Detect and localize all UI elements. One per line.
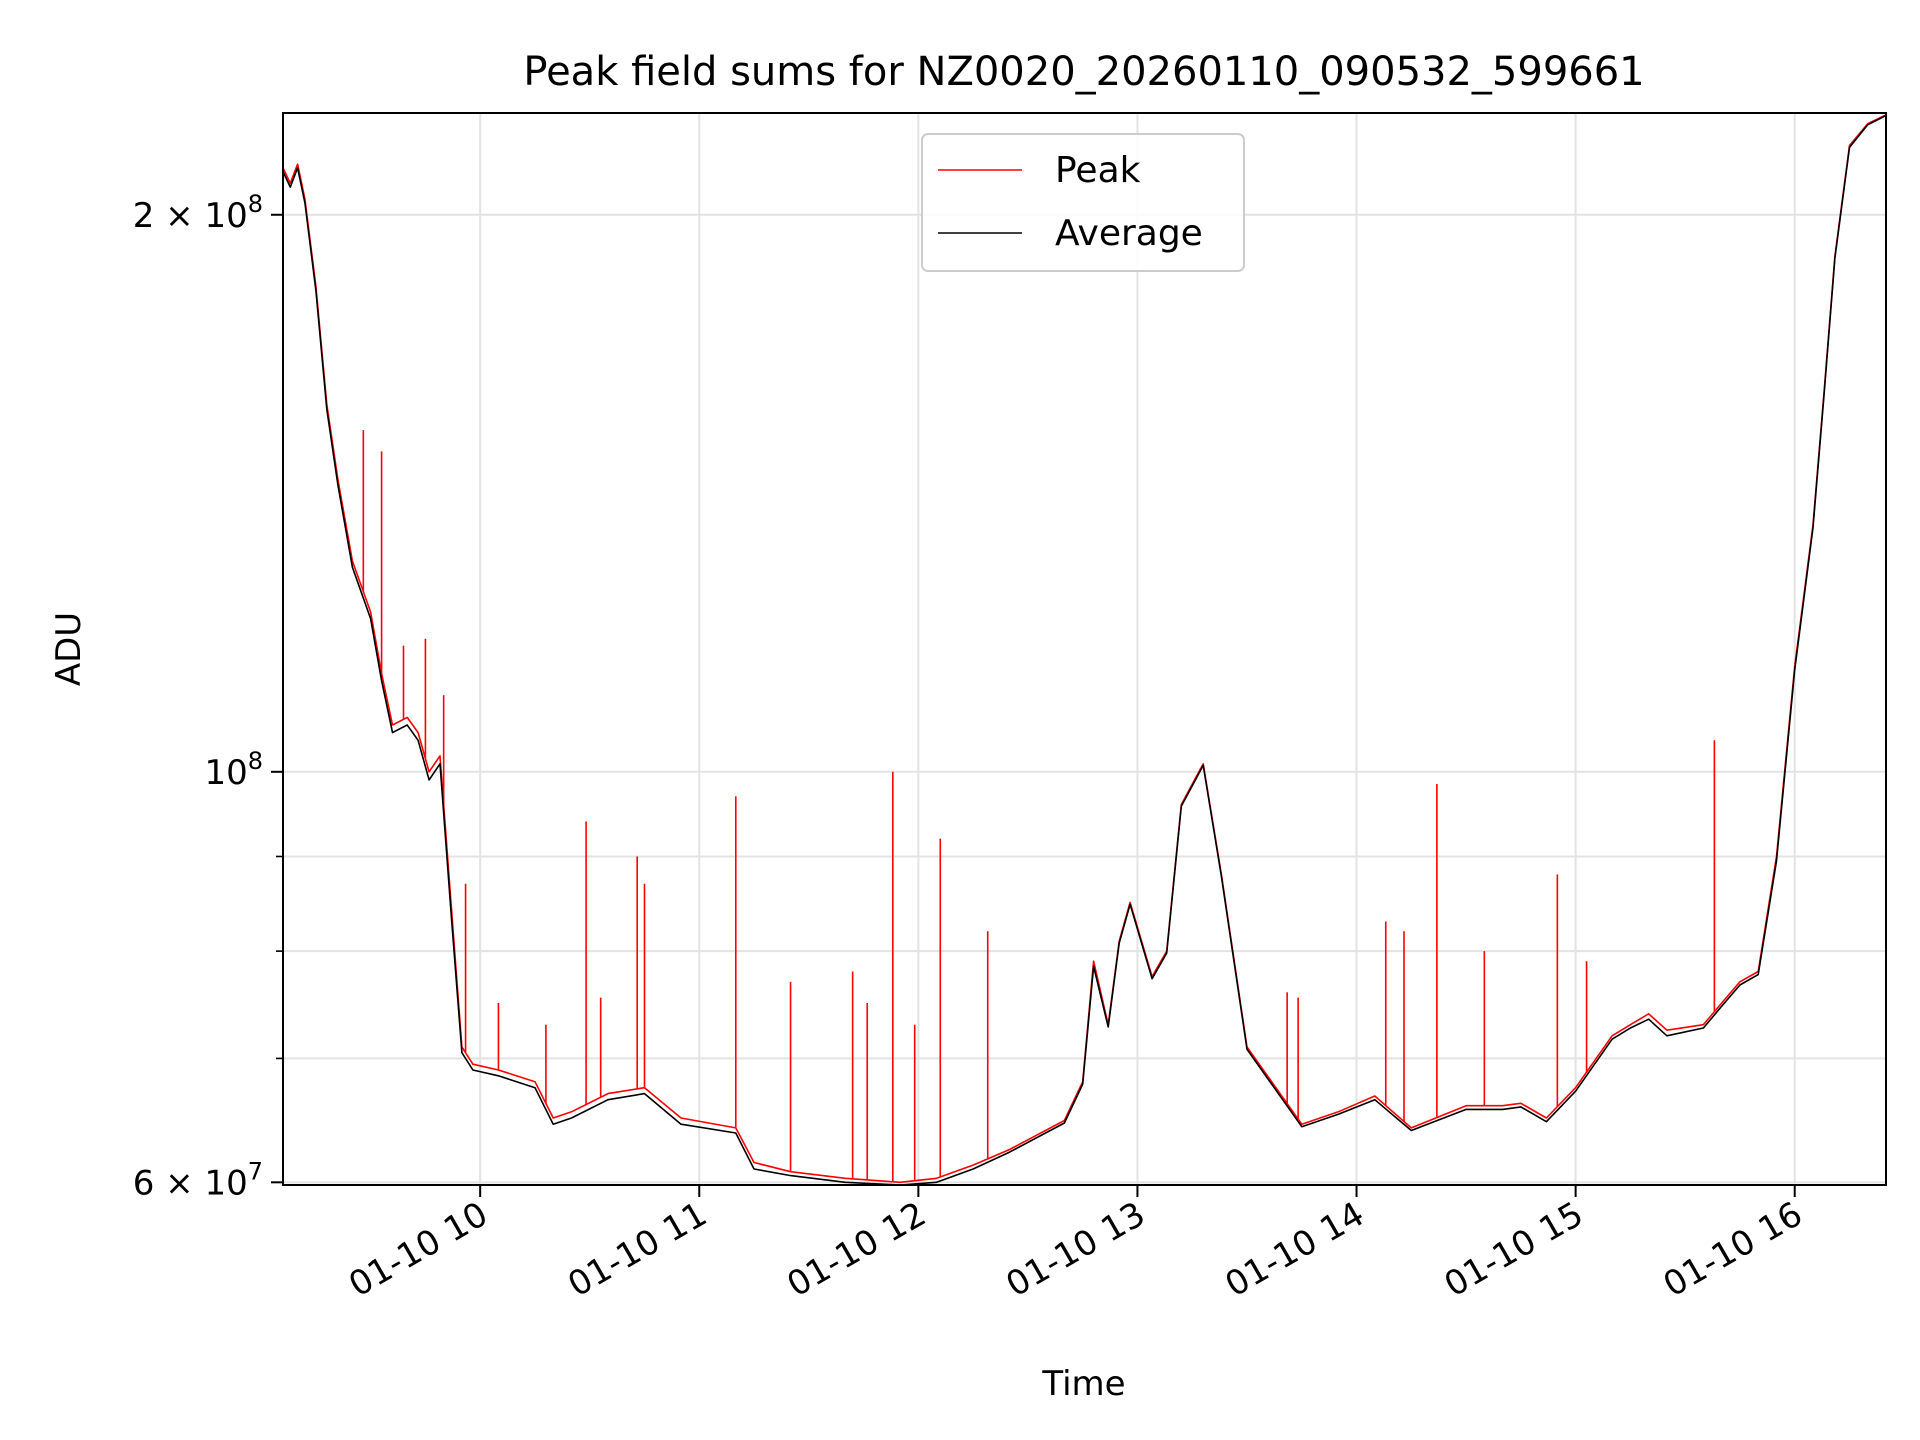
plot-frame: [282, 112, 1887, 1186]
y-tick-mantissa: 6 ×: [133, 1163, 205, 1203]
y-axis-label: ADU: [49, 612, 89, 686]
legend-average-label: Average: [1055, 213, 1203, 254]
y-tick-base: 10: [204, 196, 247, 236]
y-tick-exponent: 8: [248, 747, 263, 775]
y-tick-exponent: 8: [248, 190, 263, 218]
y-tick-exponent: 7: [248, 1157, 263, 1185]
grid-lines: [283, 113, 1886, 1185]
series-line-average: [282, 114, 1887, 1186]
y-tick-mantissa: 2 ×: [133, 196, 205, 236]
legend: Peak Average: [921, 133, 1245, 272]
y-tick-base: 10: [204, 1163, 247, 1203]
y-tick-label: 2 × 108: [133, 190, 263, 236]
legend-peak-label: Peak: [1055, 150, 1141, 191]
y-tick-label: 108: [204, 747, 263, 793]
y-tick-base: 10: [204, 753, 247, 793]
plot-series: [282, 114, 1887, 1186]
x-axis-label: Time: [1041, 1364, 1125, 1404]
chart-title: Peak field sums for NZ0020_20260110_0905…: [523, 49, 1644, 95]
y-tick-label: 6 × 107: [133, 1157, 263, 1203]
legend-box: [921, 133, 1245, 272]
